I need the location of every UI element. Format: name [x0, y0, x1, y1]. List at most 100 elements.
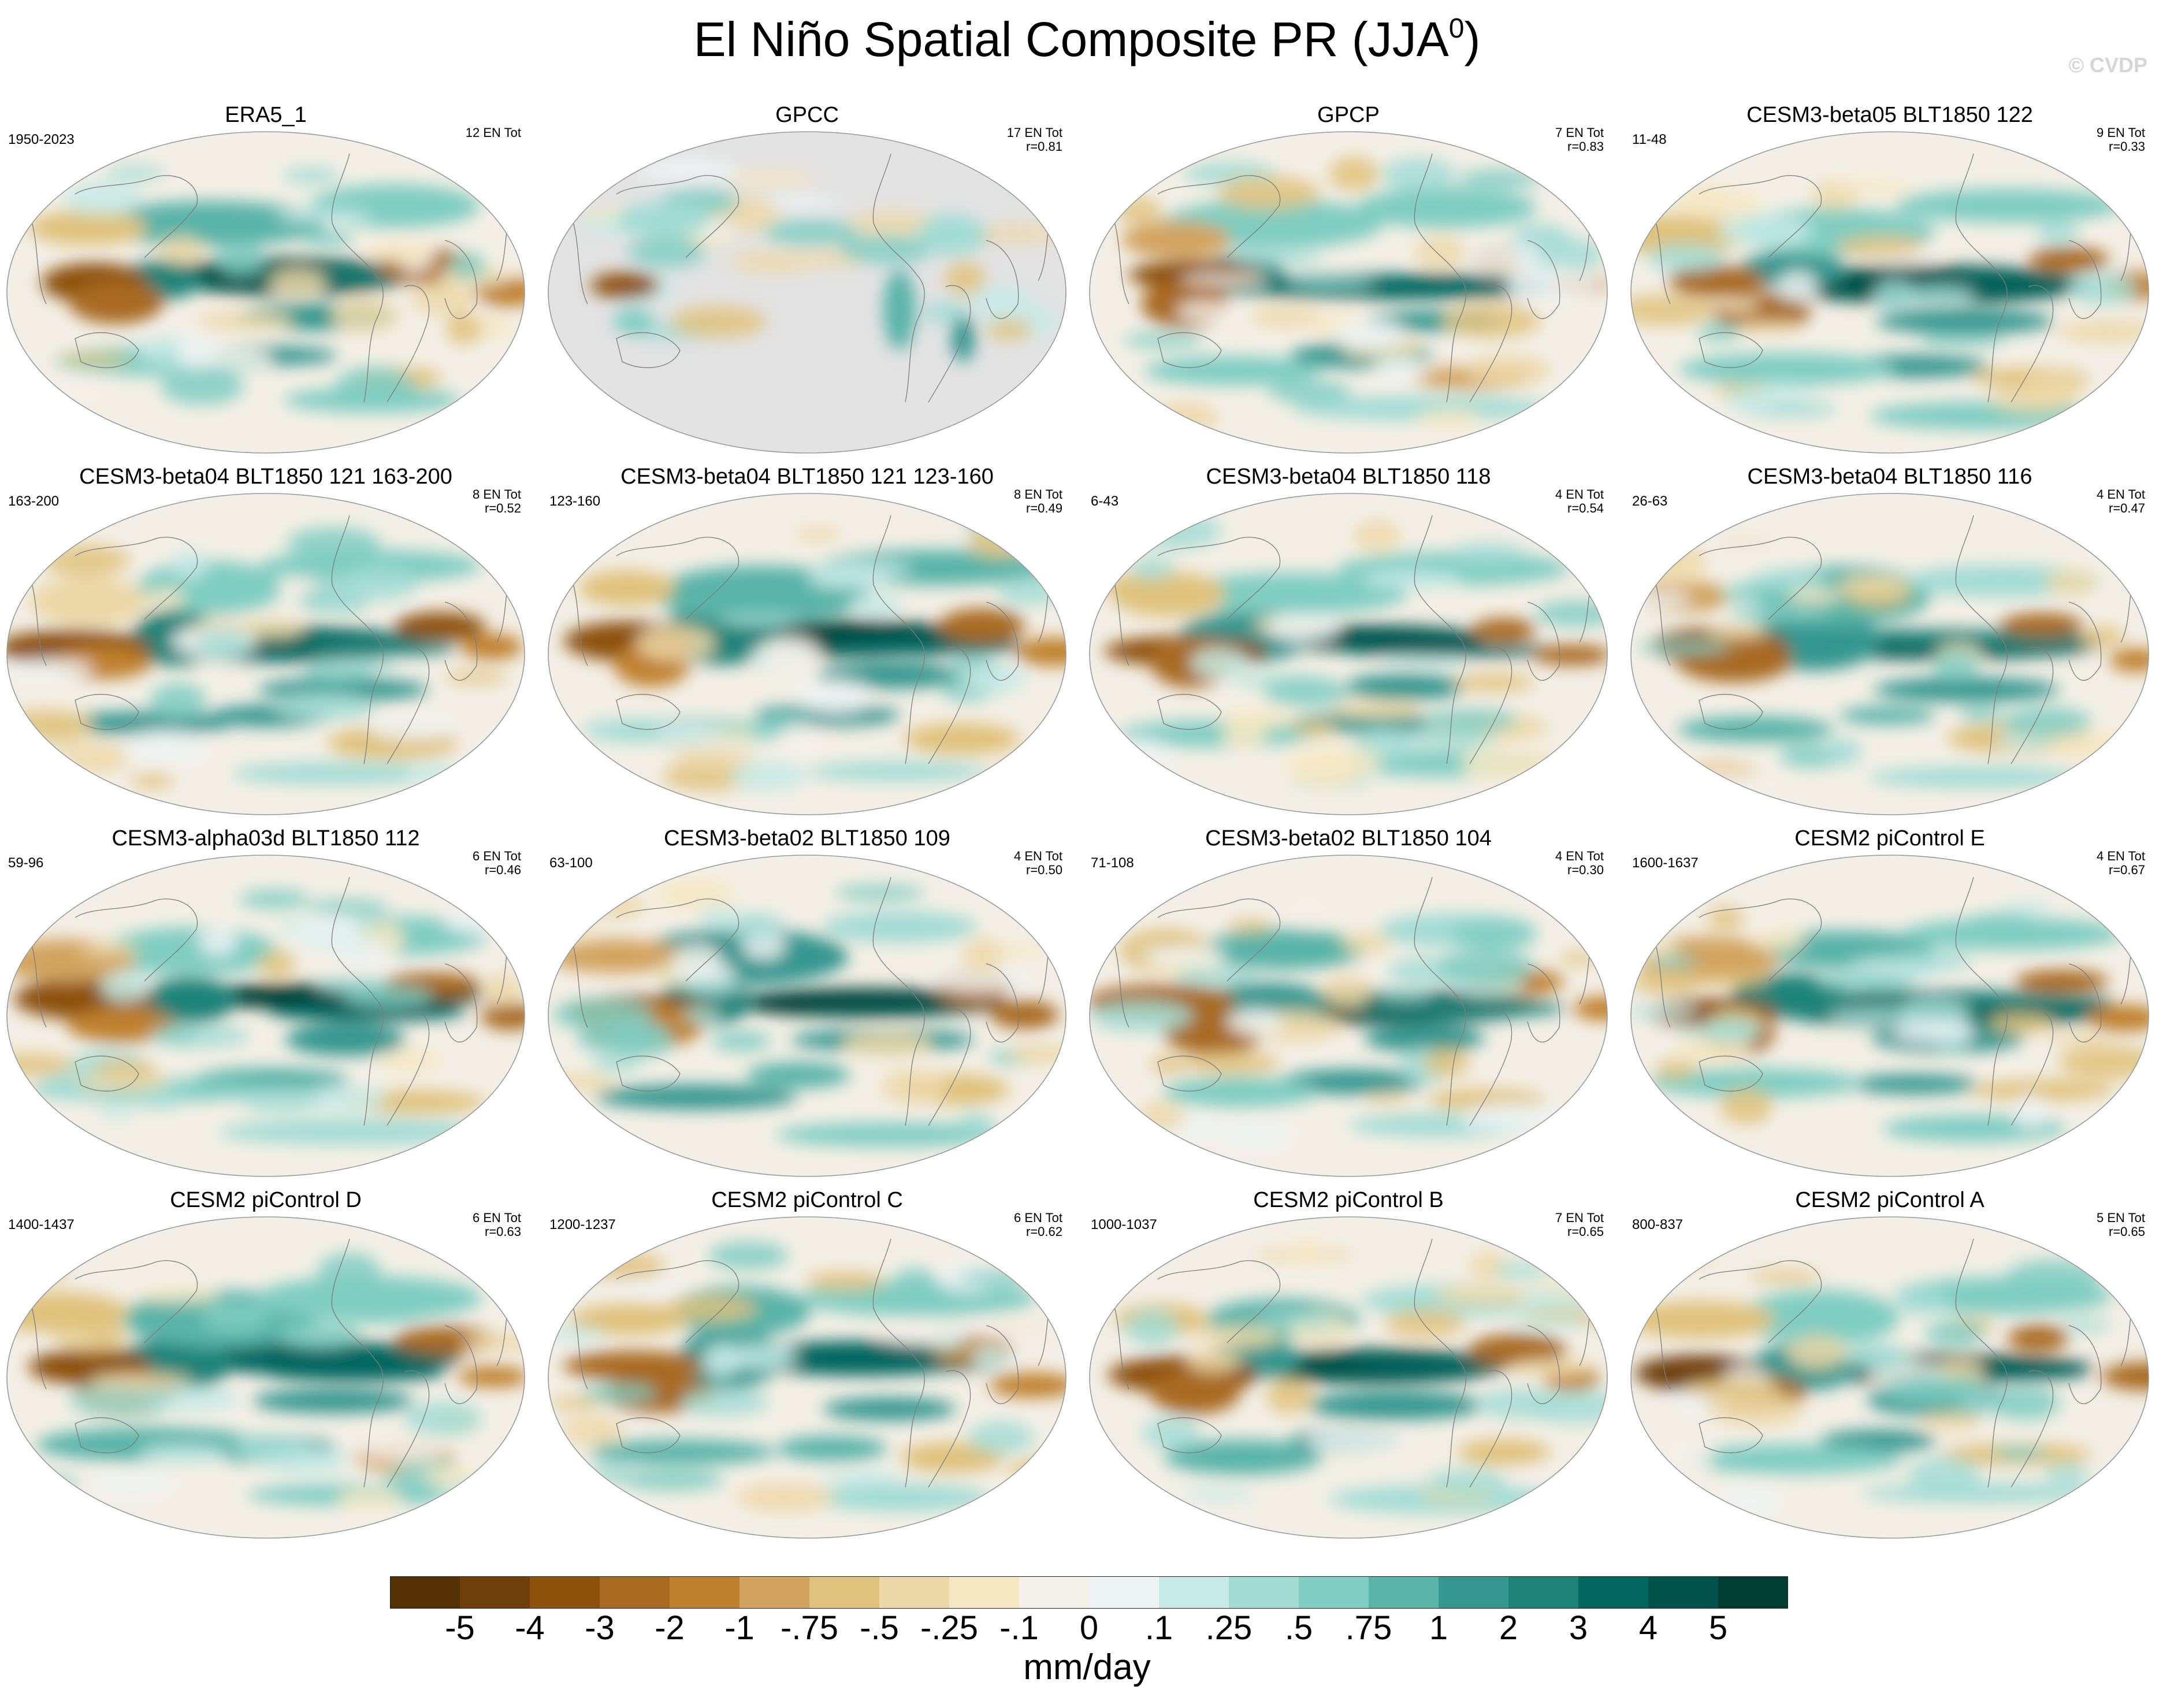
precip-composite-map [1630, 1216, 2149, 1539]
precip-anomaly-blob [1777, 271, 1818, 302]
precip-anomaly-blob [200, 1301, 270, 1332]
precip-anomaly-blob [1631, 1301, 1776, 1339]
precip-anomaly-blob [1708, 1392, 1805, 1427]
precip-anomaly-blob [1423, 709, 1518, 732]
precip-anomaly-blob [1850, 1074, 1978, 1094]
precip-anomaly-blob [198, 927, 238, 956]
precip-anomaly-blob [448, 253, 486, 279]
pattern-correlation: r=0.54 [1567, 501, 1604, 515]
precip-composite-map [548, 855, 1066, 1177]
colorbar-swatch [1019, 1576, 1090, 1609]
precip-anomaly-blob [460, 633, 523, 660]
precip-anomaly-blob [1704, 627, 1771, 640]
panel-period: 6-43 [1091, 493, 1119, 509]
map-outline [1630, 855, 2149, 1177]
precip-anomaly-blob [1352, 998, 1566, 1018]
panel-period: 59-96 [8, 855, 44, 871]
pattern-correlation: r=0.52 [485, 501, 521, 515]
precip-anomaly-blob [1631, 1004, 1699, 1019]
precip-anomaly-blob [1255, 1313, 1336, 1326]
precip-anomaly-blob [158, 236, 206, 265]
precip-anomaly-blob [1176, 300, 1237, 321]
colorbar-swatch [739, 1576, 810, 1609]
precip-anomaly-blob [1114, 198, 1162, 223]
precip-anomaly-blob [1355, 187, 1537, 228]
panel-title: CESM2 piControl A [1795, 1188, 1985, 1212]
pattern-correlation: r=0.65 [2109, 1224, 2145, 1239]
coastlines [1111, 877, 1597, 1126]
colorbar-swatch [600, 1576, 670, 1609]
precip-anomaly-blob [1717, 214, 1813, 249]
precip-anomaly-blob [1164, 1440, 1322, 1475]
en-total: 7 EN Tot [1555, 125, 1604, 140]
precip-anomaly-blob [1988, 1012, 2054, 1034]
precip-anomaly-blob [365, 240, 433, 262]
precip-anomaly-blob [2007, 1260, 2102, 1291]
precip-anomaly-blob [69, 281, 164, 324]
colorbar-swatch [879, 1576, 950, 1609]
precip-anomaly-blob [620, 1468, 724, 1491]
precip-anomaly-blob [876, 1323, 966, 1345]
precip-anomaly-blob [1331, 700, 1424, 719]
precip-anomaly-blob [1655, 1060, 1697, 1079]
precip-anomaly-blob [136, 1288, 221, 1304]
precip-anomaly-blob [848, 211, 941, 235]
en-total: 6 EN Tot [473, 849, 521, 863]
precip-anomaly-blob [1190, 647, 1249, 679]
precip-anomaly-blob [1720, 1087, 1773, 1125]
precip-anomaly-blob [883, 269, 916, 350]
map-outline [1089, 131, 1608, 454]
precip-anomaly-blob [2045, 569, 2098, 596]
colorbar-swatch [1089, 1576, 1160, 1609]
precip-composite-map [548, 493, 1066, 815]
panel-event-stats: 7 EN Tot r=0.83 [1555, 126, 1604, 154]
precip-anomaly-blob [130, 773, 174, 789]
precip-anomaly-blob [257, 950, 296, 978]
precip-anomaly-blob [1217, 176, 1320, 211]
panel-period: 800-837 [1632, 1217, 1684, 1232]
precip-anomaly-blob [1917, 332, 2006, 347]
precip-anomaly-blob [317, 586, 371, 615]
precip-anomaly-blob [881, 1069, 947, 1105]
precip-anomaly-blob [1092, 1130, 1135, 1145]
panel-period: 1400-1437 [8, 1217, 75, 1232]
precip-anomaly-blob [196, 311, 295, 331]
precip-anomaly-blob [776, 1436, 887, 1461]
map-outline [548, 855, 1066, 1177]
precip-anomaly-blob [232, 762, 440, 785]
precip-anomaly-blob [1424, 1049, 1470, 1078]
colorbar-swatch [809, 1576, 880, 1609]
map-panel: CESM3-alpha03d BLT1850 112 59-96 6 EN Tot r… [6, 826, 526, 1178]
map-outline [1089, 493, 1608, 815]
precip-anomaly-blob [2080, 626, 2125, 648]
precip-anomaly-blob [1631, 294, 1715, 326]
precip-anomaly-blob [1749, 1271, 1822, 1283]
precip-anomaly-blob [1868, 767, 2084, 788]
precip-composite-map [6, 855, 525, 1177]
precip-anomaly-blob [106, 165, 165, 180]
precip-composite-map [548, 131, 1066, 454]
precip-anomaly-blob [1991, 1446, 2047, 1460]
map-panel: CESM3-beta02 BLT1850 104 71-108 4 EN Tot r=… [1088, 826, 1608, 1178]
precip-anomaly-blob [335, 367, 414, 403]
precip-anomaly-blob [1279, 1070, 1426, 1094]
precip-anomaly-blob [1962, 912, 2041, 939]
panel-event-stats: 7 EN Tot r=0.65 [1555, 1211, 1604, 1239]
precip-anomaly-blob [635, 158, 738, 183]
colorbar-swatch [670, 1576, 740, 1609]
precip-anomaly-blob [356, 1434, 449, 1461]
en-total: 8 EN Tot [1014, 487, 1062, 502]
precip-anomaly-blob [1101, 738, 1175, 774]
precip-anomaly-blob [1896, 1289, 1949, 1315]
precip-composite-map [1089, 855, 1608, 1177]
precip-anomaly-blob [930, 969, 1027, 993]
precip-anomaly-blob [1364, 1094, 1413, 1107]
precip-anomaly-blob [1346, 673, 1465, 700]
precip-anomaly-blob [822, 911, 978, 943]
precip-anomaly-blob [1202, 929, 1366, 970]
precip-anomaly-blob [2109, 648, 2149, 672]
en-total: 12 EN Tot [465, 125, 521, 140]
precip-anomaly-blob [591, 1056, 641, 1072]
colorbar-swatch [1229, 1576, 1299, 1609]
pattern-correlation: r=0.47 [2109, 501, 2145, 515]
